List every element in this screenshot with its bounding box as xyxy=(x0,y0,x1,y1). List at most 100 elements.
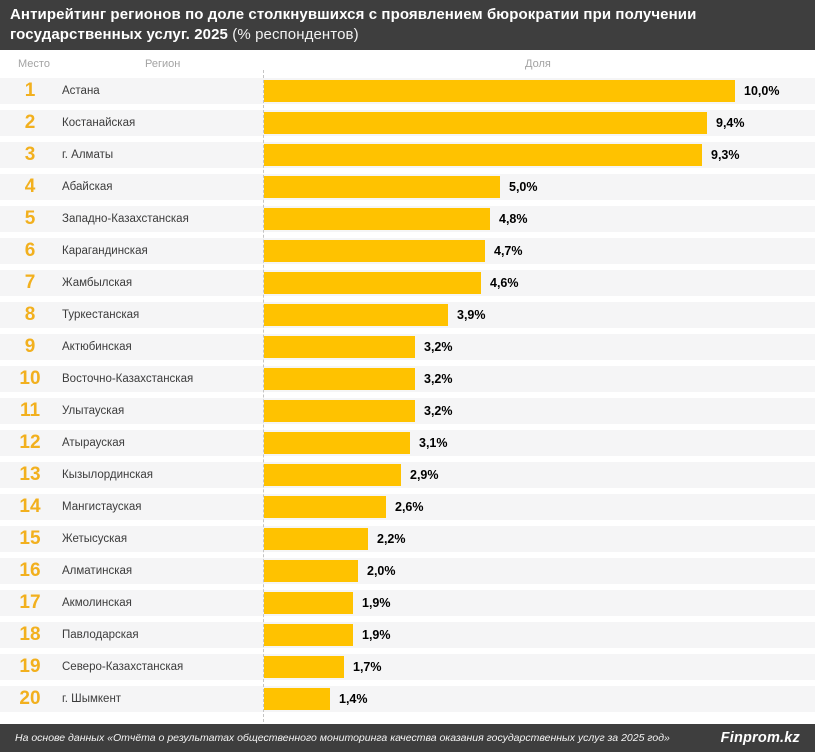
region-label: Западно-Казахстанская xyxy=(62,213,189,225)
value-label: 3,1% xyxy=(419,436,448,450)
rank-label: 15 xyxy=(19,528,41,549)
bar xyxy=(264,624,353,646)
column-header-region: Регион xyxy=(145,58,181,70)
page-title-line1: Антирейтинг регионов по доле столкнувших… xyxy=(10,6,697,23)
value-label: 3,2% xyxy=(424,404,453,418)
rank-label: 2 xyxy=(24,112,36,133)
value-label: 3,9% xyxy=(457,308,486,322)
chart-row: 13 Кызылординская 2,9% xyxy=(0,462,815,488)
rank-label: 13 xyxy=(19,464,41,485)
rank-label: 14 xyxy=(19,496,41,517)
region-label: Астана xyxy=(62,85,100,97)
chart-row: 5 Западно-Казахстанская 4,8% xyxy=(0,206,815,232)
bar xyxy=(264,368,415,390)
chart-row: 12 Атырауская 3,1% xyxy=(0,430,815,456)
region-label: Павлодарская xyxy=(62,629,139,641)
value-label: 3,2% xyxy=(424,372,453,386)
chart-row: 8 Туркестанская 3,9% xyxy=(0,302,815,328)
chart-row: 20 г. Шымкент 1,4% xyxy=(0,686,815,712)
bar xyxy=(264,592,353,614)
chart-row: 19 Северо-Казахстанская 1,7% xyxy=(0,654,815,680)
bar xyxy=(264,176,500,198)
value-label: 3,2% xyxy=(424,340,453,354)
bar xyxy=(264,688,330,710)
chart-row: 18 Павлодарская 1,9% xyxy=(0,622,815,648)
chart-row: 2 Костанайская 9,4% xyxy=(0,110,815,136)
rank-label: 4 xyxy=(24,176,36,197)
value-label: 4,7% xyxy=(494,244,523,258)
value-label: 1,4% xyxy=(339,692,368,706)
chart-row: 10 Восточно-Казахстанская 3,2% xyxy=(0,366,815,392)
chart-row: 3 г. Алматы 9,3% xyxy=(0,142,815,168)
rank-label: 1 xyxy=(24,80,36,101)
rank-label: 19 xyxy=(19,656,41,677)
chart-rows: 1 Астана 10,0% 2 Костанайская 9,4% 3 г. … xyxy=(0,70,815,722)
footer-bar: На основе данных «Отчёта о результатах о… xyxy=(0,724,815,752)
region-label: Абайская xyxy=(62,181,113,193)
region-label: Костанайская xyxy=(62,117,136,129)
bar xyxy=(264,336,415,358)
rank-label: 3 xyxy=(24,144,36,165)
page-title: Антирейтинг регионов по доле столкнувших… xyxy=(10,5,801,45)
value-label: 2,9% xyxy=(410,468,439,482)
rank-label: 18 xyxy=(19,624,41,645)
region-label: Восточно-Казахстанская xyxy=(62,373,194,385)
chart-row: 14 Мангистауская 2,6% xyxy=(0,494,815,520)
chart-row: 16 Алматинская 2,0% xyxy=(0,558,815,584)
rank-label: 20 xyxy=(19,688,41,709)
value-label: 2,0% xyxy=(367,564,396,578)
region-label: Мангистауская xyxy=(62,501,142,513)
axis-baseline xyxy=(263,70,264,722)
value-label: 2,2% xyxy=(377,532,406,546)
chart-row: 15 Жетысуская 2,2% xyxy=(0,526,815,552)
region-label: Улытауская xyxy=(62,405,125,417)
value-label: 9,3% xyxy=(711,148,740,162)
value-label: 1,7% xyxy=(353,660,382,674)
chart-row: 9 Актюбинская 3,2% xyxy=(0,334,815,360)
page-title-line2-bold: государственных услуг. 2025 xyxy=(10,26,228,43)
region-label: г. Алматы xyxy=(62,149,114,161)
region-label: Алматинская xyxy=(62,565,133,577)
region-label: Жамбылская xyxy=(62,277,133,289)
bar xyxy=(264,112,707,134)
rank-label: 5 xyxy=(24,208,36,229)
bar xyxy=(264,400,415,422)
region-label: Акмолинская xyxy=(62,597,132,609)
bar xyxy=(264,272,481,294)
title-bar: Антирейтинг регионов по доле столкнувших… xyxy=(0,0,815,50)
bar xyxy=(264,304,448,326)
chart-row: 11 Улытауская 3,2% xyxy=(0,398,815,424)
rank-label: 10 xyxy=(19,368,41,389)
value-label: 1,9% xyxy=(362,628,391,642)
rank-label: 6 xyxy=(24,240,36,261)
bar xyxy=(264,144,702,166)
value-label: 4,8% xyxy=(499,212,528,226)
source-note: На основе данных «Отчёта о результатах о… xyxy=(15,732,670,744)
value-label: 4,6% xyxy=(490,276,519,290)
value-label: 9,4% xyxy=(716,116,745,130)
column-header-place: Место xyxy=(18,58,50,70)
rank-label: 16 xyxy=(19,560,41,581)
column-header-share: Доля xyxy=(525,58,551,70)
region-label: Актюбинская xyxy=(62,341,132,353)
rank-label: 7 xyxy=(24,272,36,293)
bar xyxy=(264,560,358,582)
column-headers: Место Регион Доля xyxy=(0,50,815,78)
region-label: Туркестанская xyxy=(62,309,140,321)
bar xyxy=(264,208,490,230)
rank-label: 12 xyxy=(19,432,41,453)
bar xyxy=(264,656,344,678)
chart-row: 17 Акмолинская 1,9% xyxy=(0,590,815,616)
rank-label: 9 xyxy=(24,336,36,357)
value-label: 5,0% xyxy=(509,180,538,194)
bar xyxy=(264,432,410,454)
bar xyxy=(264,80,735,102)
region-label: Жетысуская xyxy=(62,533,128,545)
bar xyxy=(264,464,401,486)
bar xyxy=(264,496,386,518)
region-label: г. Шымкент xyxy=(62,693,122,705)
bar xyxy=(264,528,368,550)
rank-label: 17 xyxy=(19,592,41,613)
value-label: 10,0% xyxy=(744,84,780,98)
